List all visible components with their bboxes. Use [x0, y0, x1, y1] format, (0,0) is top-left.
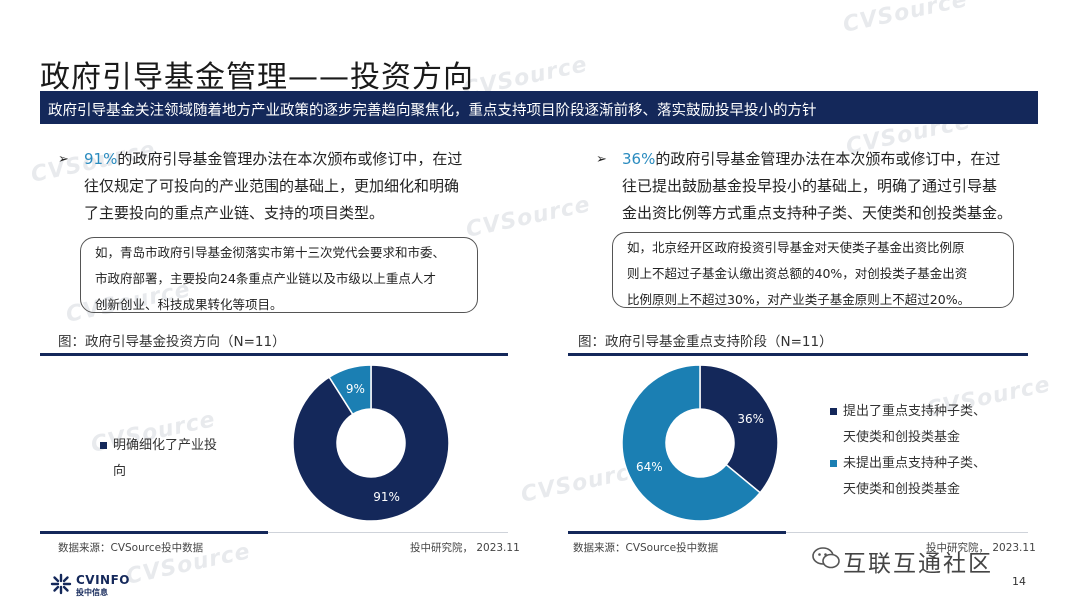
- donut-label-0: 36%: [737, 412, 764, 426]
- legend-swatch: [830, 460, 837, 467]
- donut-slice-0: [699, 364, 779, 494]
- right-credit: 投中研究院， 2023.11: [926, 542, 1036, 554]
- right-chart-top-rule: [568, 353, 1028, 356]
- left-legend-line1: 明确细化了产业投: [113, 438, 218, 453]
- right-bullet: ➢ 36%的政府引导基金管理办法在本次颁布或修订中，在过 往已提出鼓励基金投早投…: [596, 146, 1046, 227]
- right-chart-title: 图：政府引导基金重点支持阶段（N=11）: [578, 334, 833, 350]
- right-footer-rule: [568, 532, 1028, 533]
- donut-label-1: 9%: [346, 382, 365, 396]
- donut-slice-1: [621, 364, 762, 522]
- left-bullet-pct: 91%: [84, 150, 118, 168]
- right-bullet-line1: 的政府引导基金管理办法在本次颁布或修订中，在过: [655, 150, 1001, 168]
- left-bullet-line3: 了主要投向的重点产业链、支持的项目类型。: [84, 204, 385, 222]
- right-legend2-line1: 未提出重点支持种子类、: [843, 456, 987, 471]
- right-footer-accent: [568, 531, 786, 534]
- right-bullet-pct: 36%: [622, 150, 656, 168]
- left-legend-line2: 向: [113, 464, 127, 479]
- left-bullet-line1: 的政府引导基金管理办法在本次颁布或修订中，在过: [117, 150, 463, 168]
- left-chart-top-rule: [40, 353, 508, 356]
- donut-slice-0: [292, 364, 450, 522]
- right-legend1-line1: 提出了重点支持种子类、: [843, 404, 987, 419]
- donut-label-0: 91%: [373, 490, 400, 504]
- right-source: 数据来源：CVSource投中数据: [573, 542, 719, 554]
- right-example-note: 如，北京经开区政府投资引导基金对天使类子基金出资比例原 则上不超过子基金认缴出资…: [612, 232, 1014, 308]
- wechat-icon: [812, 547, 840, 569]
- summary-banner-text: 政府引导基金关注领域随着地方产业政策的逐步完善趋向聚焦化，重点支持项目阶段逐渐前…: [48, 103, 817, 119]
- right-legend1-line2: 天使类和创投类基金: [843, 430, 961, 445]
- left-note-line2: 市政府部署，主要投向24条重点产业链以及市级以上重点人才: [95, 271, 436, 286]
- legend-swatch: [830, 408, 837, 415]
- left-legend: 明确细化了产业投 向: [100, 433, 240, 485]
- right-bullet-line2: 往已提出鼓励基金投早投小的基础上，明确了通过引导基: [622, 177, 998, 195]
- left-chart-title: 图：政府引导基金投资方向（N=11）: [58, 334, 286, 350]
- bullet-arrow-icon: ➢: [596, 152, 607, 167]
- left-note-line1: 如，青岛市政府引导基金彻落实市第十三次党代会要求和市委、: [95, 245, 446, 260]
- page-number: 14: [1012, 575, 1026, 588]
- page-title: 政府引导基金管理——投资方向: [40, 60, 474, 95]
- left-note-line3: 创新创业、科技成果转化等项目。: [95, 297, 283, 312]
- donut-label-1: 64%: [636, 460, 663, 474]
- right-note-line2: 则上不超过子基金认缴出资总额的40%，对创投类子基金出资: [627, 266, 968, 281]
- logo-text: CVINFO: [76, 573, 130, 587]
- left-source: 数据来源：CVSource投中数据: [58, 542, 204, 554]
- left-bullet-line2: 往仅规定了可投向的产业范围的基础上，更加细化和明确: [84, 177, 460, 195]
- watermark: CVSource: [840, 0, 970, 38]
- left-bullet: ➢ 91%的政府引导基金管理办法在本次颁布或修订中，在过 往仅规定了可投向的产业…: [58, 146, 498, 227]
- left-footer-rule: [40, 532, 508, 533]
- left-donut-chart: 91% 9%: [292, 364, 450, 522]
- logo-sub: 投中信息: [76, 588, 108, 597]
- left-example-note: 如，青岛市政府引导基金彻落实市第十三次党代会要求和市委、 市政府部署，主要投向2…: [80, 237, 478, 313]
- bullet-arrow-icon: ➢: [58, 152, 69, 167]
- logo-mark-icon: [50, 573, 72, 595]
- right-legend: 提出了重点支持种子类、 天使类和创投类基金 未提出重点支持种子类、 天使类和创投…: [830, 399, 1030, 503]
- left-credit: 投中研究院， 2023.11: [410, 542, 520, 554]
- legend-swatch: [100, 442, 107, 449]
- right-note-line3: 比例原则上不超过30%，对产业类子基金原则上不超过20%。: [627, 292, 971, 307]
- left-footer-accent: [40, 531, 268, 534]
- right-legend2-line2: 天使类和创投类基金: [843, 482, 961, 497]
- right-bullet-line3: 金出资比例等方式重点支持种子类、天使类和创投类基金。: [622, 204, 1013, 222]
- right-note-line1: 如，北京经开区政府投资引导基金对天使类子基金出资比例原: [627, 240, 965, 255]
- brand-text: 互联互通社区: [843, 551, 993, 577]
- donut-slice-1: [328, 364, 372, 416]
- summary-banner: [40, 91, 1038, 124]
- right-donut-chart: 36% 64%: [621, 364, 779, 522]
